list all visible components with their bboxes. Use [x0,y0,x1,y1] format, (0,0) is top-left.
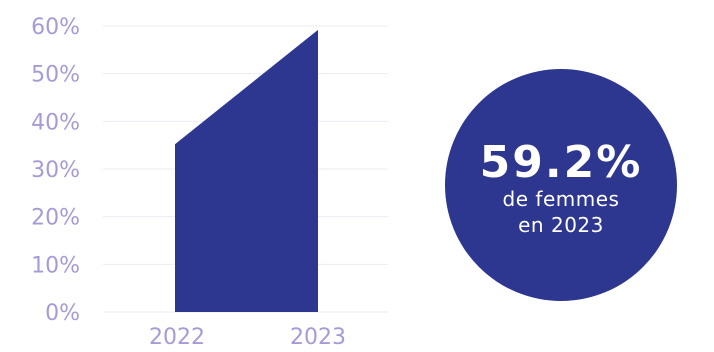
highlight-badge: 59.2% de femmes en 2023 [445,69,677,301]
highlight-line-1: de femmes [502,187,620,211]
area-layer [175,29,318,313]
y-tick-label: 30% [31,158,80,183]
y-tick-label: 40% [31,110,80,135]
y-tick-label: 0% [45,301,80,326]
highlight-line-2: en 2023 [518,213,604,237]
highlight-value: 59.2% [479,137,643,188]
y-tick-label: 10% [31,253,80,278]
area-series [175,29,318,313]
y-tick-label: 60% [31,15,80,40]
x-tick-label: 2023 [290,325,346,350]
y-tick-label: 20% [31,206,80,231]
x-axis-ticks: 2022 2023 [149,325,346,350]
y-axis-ticks: 0% 10% 20% 30% 40% 50% 60% [31,15,80,326]
y-tick-label: 50% [31,63,80,88]
x-tick-label: 2022 [149,325,205,350]
